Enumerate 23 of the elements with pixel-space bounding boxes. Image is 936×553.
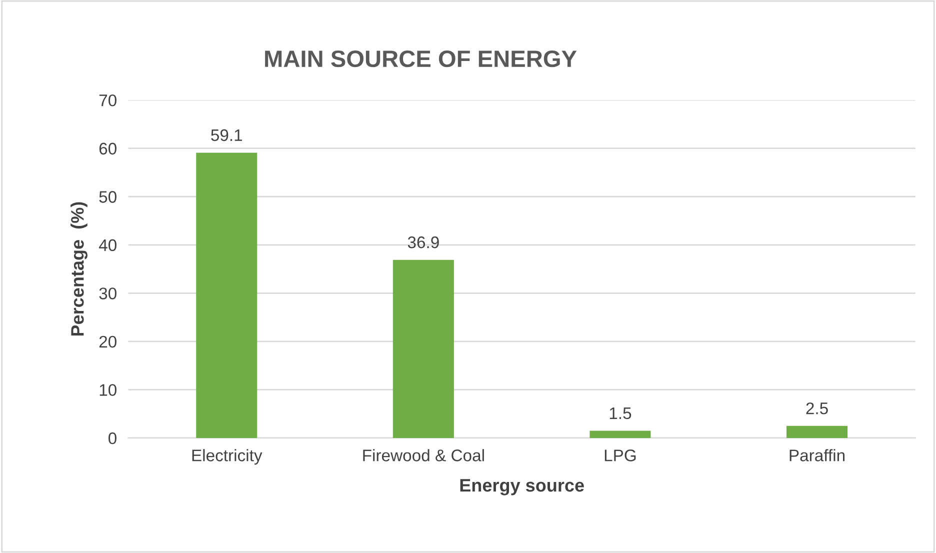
- y-tick-label: 10: [100, 384, 116, 396]
- y-tick-label: 70: [99, 94, 116, 106]
- bar: [196, 152, 258, 438]
- y-tick-label: 40: [98, 239, 116, 252]
- bar: [786, 426, 848, 438]
- x-axis-title: Energy source: [460, 479, 584, 496]
- chart-title: MAIN SOURCE OF ENERGY: [265, 50, 577, 68]
- y-axis-title: Percentage (%): [70, 202, 88, 336]
- data-label: 59.1: [211, 129, 242, 142]
- bar: [590, 430, 651, 438]
- x-tick-label: LPG: [604, 450, 636, 462]
- y-tick-label: 0: [108, 432, 116, 444]
- data-label: 2.5: [806, 402, 828, 414]
- y-tick-label: 30: [99, 288, 116, 300]
- x-tick-label: Firewood & Coal: [363, 449, 484, 462]
- data-label: 1.5: [610, 407, 632, 420]
- bar: [392, 260, 454, 438]
- y-tick-label: 60: [99, 142, 116, 155]
- y-tick-label: 50: [99, 191, 116, 203]
- x-tick-label: Electricity: [192, 449, 262, 465]
- data-label: 36.9: [408, 236, 439, 248]
- y-tick-label: 20: [99, 336, 116, 348]
- x-tick-label: Paraffin: [790, 449, 845, 462]
